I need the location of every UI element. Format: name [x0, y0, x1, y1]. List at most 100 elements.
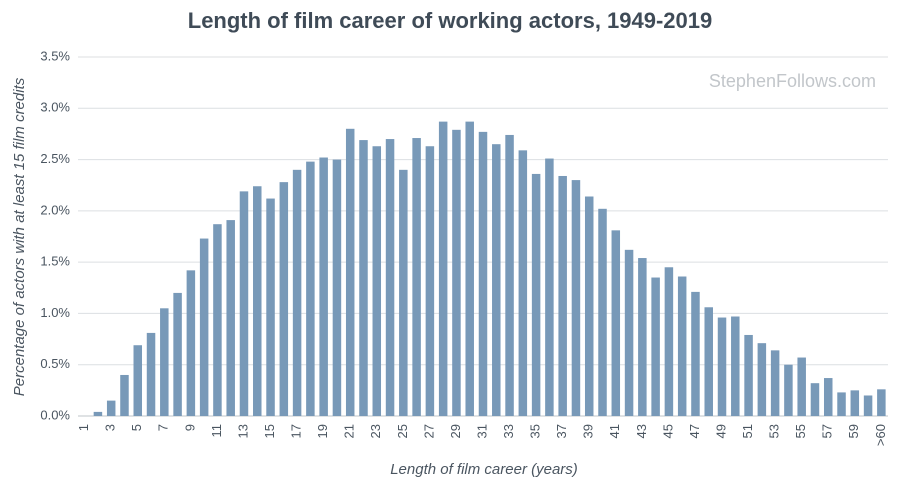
bar: [677, 276, 687, 416]
x-tick-label: 27: [421, 424, 436, 438]
bar: [837, 392, 846, 416]
x-tick-label: 31: [474, 424, 489, 438]
x-tick-label: 3: [103, 424, 118, 431]
bar: [611, 230, 621, 416]
watermark: StephenFollows.com: [709, 71, 876, 91]
y-tick-label: 3.0%: [40, 100, 70, 115]
x-tick-label: 55: [793, 424, 808, 438]
chart-title: Length of film career of working actors,…: [188, 8, 713, 33]
y-tick-label: 3.5%: [40, 48, 70, 63]
bar: [306, 161, 315, 416]
x-tick-label: 5: [129, 424, 144, 431]
bar: [598, 208, 607, 416]
bar: [279, 182, 289, 416]
bar: [160, 308, 169, 416]
bar: [810, 383, 820, 416]
bar: [332, 159, 342, 417]
bar: [425, 146, 435, 417]
x-tick-label: 37: [554, 424, 569, 438]
bar: [93, 411, 103, 416]
x-tick-label: 43: [634, 424, 649, 438]
bar: [465, 121, 474, 417]
bar: [850, 390, 860, 416]
x-tick-label: 57: [820, 424, 835, 438]
x-tick-label: 39: [581, 424, 596, 438]
y-tick-label: 1.5%: [40, 254, 70, 269]
bar: [704, 307, 713, 416]
x-tick-label: 29: [448, 424, 463, 438]
bar: [731, 316, 740, 416]
bar: [385, 139, 395, 417]
x-axis-title: Length of film career (years): [390, 461, 578, 478]
x-tick-label: 23: [368, 424, 383, 438]
bar: [531, 173, 541, 416]
x-tick-label: 15: [262, 424, 277, 438]
bar: [492, 144, 501, 416]
bar: [199, 238, 209, 416]
bar: [770, 350, 780, 416]
bar: [478, 131, 488, 416]
bar: [146, 332, 156, 416]
y-tick-label: 2.0%: [40, 202, 70, 217]
bar: [691, 291, 700, 416]
bar: [266, 198, 275, 416]
bar: [120, 374, 129, 416]
bar: [213, 224, 222, 416]
bar: [584, 196, 594, 416]
x-tick-label: 49: [713, 424, 728, 438]
bar: [253, 186, 262, 416]
x-tick-label: 53: [767, 424, 782, 438]
bar: [372, 146, 382, 417]
x-tick-label: 25: [395, 424, 410, 438]
bar: [863, 395, 873, 416]
bar: [186, 270, 196, 416]
x-tick-label: 45: [660, 424, 675, 438]
bar: [558, 175, 567, 416]
bar: [438, 121, 448, 417]
bar: [412, 138, 421, 416]
bar: [452, 129, 461, 416]
y-tick-label: 0.0%: [40, 407, 70, 422]
bar: [239, 191, 249, 416]
bar: [877, 389, 886, 416]
bar: [664, 267, 674, 416]
bar: [226, 220, 235, 416]
bar: [823, 378, 833, 416]
bar: [717, 317, 727, 416]
bar: [505, 134, 514, 416]
bar: [797, 357, 806, 416]
bar: [638, 258, 647, 416]
bar: [571, 180, 581, 416]
x-tick-label: 59: [846, 424, 861, 438]
bar: [757, 343, 767, 416]
bar: [319, 157, 328, 416]
x-tick-label: 51: [740, 424, 755, 438]
bar: [744, 334, 753, 416]
bar: [173, 292, 182, 416]
x-tick-label: 13: [235, 424, 250, 438]
bar: [292, 169, 302, 416]
bar: [106, 400, 116, 416]
y-axis-title: Percentage of actors with at least 15 fi…: [11, 77, 28, 396]
y-tick-label: 0.5%: [40, 356, 70, 371]
x-tick-label: 47: [687, 424, 702, 438]
x-tick-label: 41: [607, 424, 622, 438]
x-tick-label: 9: [182, 424, 197, 431]
bar: [545, 158, 554, 416]
bar: [345, 128, 355, 417]
bar: [399, 169, 408, 416]
bar: [359, 140, 368, 416]
bar: [784, 364, 793, 416]
x-tick-label: 21: [342, 424, 357, 438]
y-tick-label: 1.0%: [40, 305, 70, 320]
x-tick-label: 19: [315, 424, 330, 438]
bar: [624, 249, 634, 416]
x-tick-label: 7: [156, 424, 171, 431]
x-tick-label: 11: [209, 424, 224, 438]
x-tick-label: 1: [76, 424, 91, 431]
bar: [651, 277, 660, 416]
x-tick-label: 33: [501, 424, 516, 438]
bar: [133, 345, 143, 416]
y-tick-label: 2.5%: [40, 151, 70, 166]
